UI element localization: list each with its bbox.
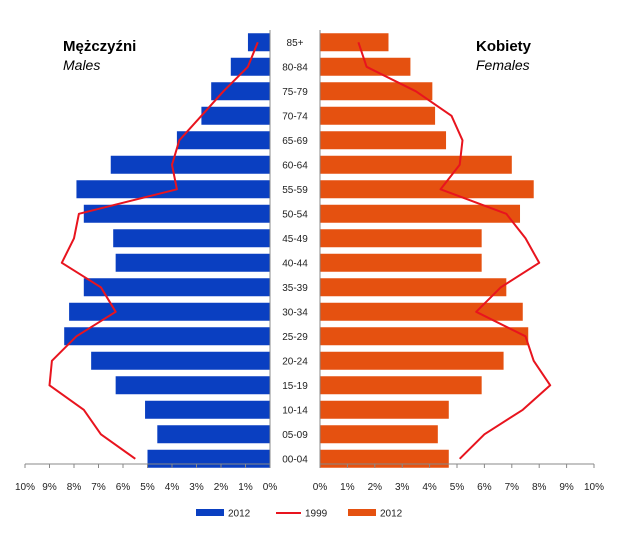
female-bar-75-79: [320, 82, 433, 101]
right-tick-label: 6%: [477, 482, 492, 493]
age-group-label: 50-54: [282, 209, 308, 220]
age-group-label: 35-39: [282, 283, 308, 294]
left-tick-label: 0%: [263, 482, 278, 493]
left-tick-label: 2%: [214, 482, 229, 493]
right-tick-label: 0%: [313, 482, 328, 493]
right-tick-label: 2%: [368, 482, 383, 493]
right-tick-label: 8%: [532, 482, 547, 493]
female-bar-85+: [320, 33, 389, 52]
male-bar-15-19: [115, 376, 271, 395]
male-bar-65-69: [176, 131, 270, 150]
right-tick-label: 7%: [505, 482, 520, 493]
female-bar-50-54: [320, 204, 521, 223]
legend-swatch-2012-females: [348, 509, 376, 516]
female-bar-35-39: [320, 278, 507, 297]
female-bar-40-44: [320, 253, 482, 272]
age-group-label: 80-84: [282, 62, 308, 73]
left-tick-label: 5%: [140, 482, 155, 493]
female-bar-80-84: [320, 57, 411, 76]
female-bar-00-04: [320, 449, 449, 468]
age-group-label: 15-19: [282, 381, 308, 392]
female-bar-30-34: [320, 302, 523, 321]
male-bar-25-29: [64, 327, 270, 346]
female-bar-70-74: [320, 106, 436, 125]
left-tick-label: 6%: [116, 482, 131, 493]
left-tick-label: 9%: [42, 482, 57, 493]
right-tick-label: 1%: [340, 482, 355, 493]
male-bar-60-64: [110, 155, 270, 174]
left-tick-label: 10%: [15, 482, 35, 493]
age-group-label: 75-79: [282, 87, 308, 98]
female-bar-60-64: [320, 155, 512, 174]
left-tick-label: 1%: [238, 482, 253, 493]
female-bar-45-49: [320, 229, 482, 248]
left-tick-label: 3%: [189, 482, 204, 493]
male-bar-45-49: [113, 229, 270, 248]
legend-label-2012-males: 2012: [228, 509, 251, 520]
right-tick-label: 9%: [559, 482, 574, 493]
females-subtitle: Females: [476, 57, 530, 73]
female-bar-05-09: [320, 425, 438, 444]
males-subtitle: Males: [63, 57, 100, 73]
male-bar-85+: [247, 33, 270, 52]
males-title: Mężczyźni: [63, 38, 136, 55]
male-bar-70-74: [201, 106, 270, 125]
age-group-label: 00-04: [282, 454, 308, 465]
female-bar-25-29: [320, 327, 529, 346]
age-group-label: 10-14: [282, 405, 308, 416]
male-bar-80-84: [230, 57, 270, 76]
age-group-label: 25-29: [282, 332, 308, 343]
legend-label-1999: 1999: [305, 509, 328, 520]
right-tick-label: 5%: [450, 482, 465, 493]
left-tick-label: 4%: [165, 482, 180, 493]
female-bar-65-69: [320, 131, 447, 150]
male-bar-10-14: [145, 400, 270, 419]
male-bar-75-79: [211, 82, 270, 101]
age-group-label: 45-49: [282, 234, 308, 245]
female-bar-20-24: [320, 351, 504, 370]
male-bar-20-24: [91, 351, 271, 370]
left-tick-label: 8%: [67, 482, 82, 493]
male-bar-50-54: [83, 204, 270, 223]
right-tick-label: 10%: [584, 482, 604, 493]
female-bar-55-59: [320, 180, 534, 199]
right-tick-label: 3%: [395, 482, 410, 493]
age-group-label: 20-24: [282, 356, 308, 367]
left-tick-label: 7%: [91, 482, 106, 493]
right-tick-label: 4%: [422, 482, 437, 493]
age-group-label: 40-44: [282, 258, 308, 269]
male-bar-00-04: [147, 449, 270, 468]
females-title: Kobiety: [476, 38, 532, 55]
age-group-label: 60-64: [282, 160, 308, 171]
age-group-label: 55-59: [282, 185, 308, 196]
male-bar-30-34: [69, 302, 270, 321]
female-bar-15-19: [320, 376, 482, 395]
age-group-label: 30-34: [282, 307, 308, 318]
male-bar-35-39: [83, 278, 270, 297]
female-1999-line: [357, 41, 552, 460]
legend-label-2012-females: 2012: [380, 509, 403, 520]
age-group-label: 70-74: [282, 111, 308, 122]
legend-swatch-2012-males: [196, 509, 224, 516]
male-bar-40-44: [115, 253, 271, 272]
male-bar-05-09: [157, 425, 270, 444]
female-bar-10-14: [320, 400, 449, 419]
male-1999-line: [48, 41, 259, 460]
age-group-label: 85+: [287, 38, 304, 49]
age-group-label: 65-69: [282, 136, 308, 147]
age-group-label: 05-09: [282, 430, 308, 441]
